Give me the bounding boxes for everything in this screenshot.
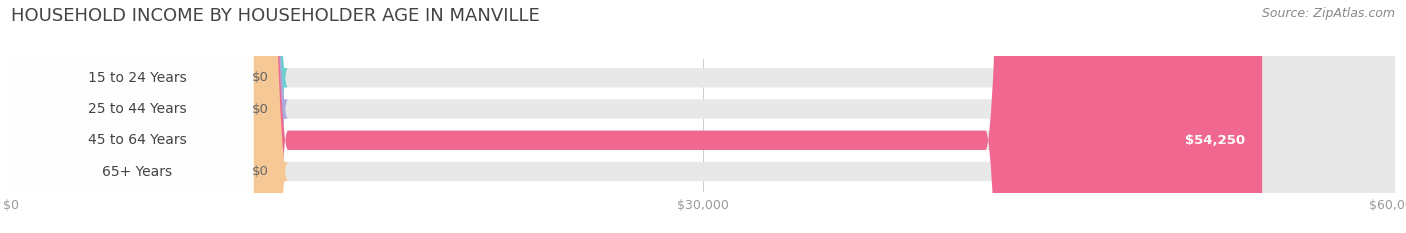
Text: $0: $0 [252,165,269,178]
Text: Source: ZipAtlas.com: Source: ZipAtlas.com [1261,7,1395,20]
FancyBboxPatch shape [11,0,1395,233]
Text: 45 to 64 Years: 45 to 64 Years [87,133,187,147]
FancyBboxPatch shape [11,0,1263,233]
Text: 15 to 24 Years: 15 to 24 Years [87,71,187,85]
Text: HOUSEHOLD INCOME BY HOUSEHOLDER AGE IN MANVILLE: HOUSEHOLD INCOME BY HOUSEHOLDER AGE IN M… [11,7,540,25]
FancyBboxPatch shape [11,0,253,233]
FancyBboxPatch shape [11,0,253,233]
FancyBboxPatch shape [0,0,288,233]
FancyBboxPatch shape [11,0,1395,233]
FancyBboxPatch shape [0,0,288,233]
FancyBboxPatch shape [11,0,253,233]
Text: $0: $0 [252,71,269,84]
Text: 65+ Years: 65+ Years [103,164,172,178]
FancyBboxPatch shape [11,0,1395,233]
FancyBboxPatch shape [11,0,1395,233]
Text: $54,250: $54,250 [1185,134,1246,147]
FancyBboxPatch shape [11,0,253,233]
FancyBboxPatch shape [0,0,288,233]
Text: $0: $0 [252,103,269,116]
Text: 25 to 44 Years: 25 to 44 Years [87,102,187,116]
